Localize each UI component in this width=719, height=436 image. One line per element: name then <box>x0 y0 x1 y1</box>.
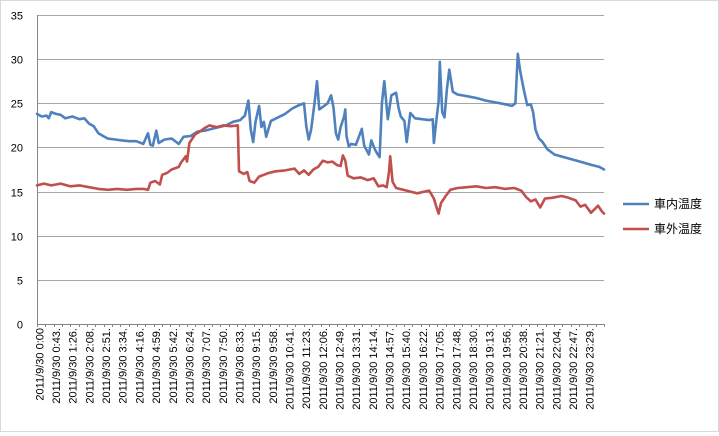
x-tick-label: 2011/9/30 3:34. <box>118 328 130 404</box>
x-tick-label: 2011/9/30 22:04. <box>551 328 563 410</box>
y-tick-label: 30 <box>11 55 23 67</box>
x-tick-label: 2011/9/30 6:24. <box>184 328 196 404</box>
x-tick-label: 2011/9/30 16:22. <box>418 328 430 410</box>
series-lines <box>35 52 606 215</box>
series-line-outside-temp <box>35 124 606 215</box>
x-tick-label: 2011/9/30 12:49. <box>335 328 347 410</box>
x-tick-label: 2011/9/30 0:43. <box>51 328 63 404</box>
y-tick-label: 15 <box>11 188 23 200</box>
x-tick-label: 2011/9/30 13:31. <box>351 328 363 410</box>
x-tick-label: 2011/9/30 0:00 <box>34 328 46 401</box>
x-tick-label: 2011/9/30 17:48. <box>451 328 463 410</box>
x-tick-label: 2011/9/30 5:42. <box>168 328 180 404</box>
x-tick-label: 2011/9/30 14:14. <box>368 328 380 410</box>
x-tick-label: 2011/9/30 9:58. <box>268 328 280 404</box>
x-tick-label: 2011/9/30 10:41. <box>284 328 296 410</box>
x-tick-label: 2011/9/30 4:59. <box>151 328 163 404</box>
x-tick-label: 2011/9/30 22:47. <box>568 328 580 410</box>
x-tick-label: 2011/9/30 20:38. <box>518 328 530 410</box>
x-tick-label: 2011/9/30 7:07. <box>201 328 213 404</box>
x-tick-label: 2011/9/30 8:33. <box>234 328 246 404</box>
x-tick-label: 2011/9/30 14:57. <box>385 328 397 410</box>
x-tick-label: 2011/9/30 1:26. <box>68 328 80 404</box>
x-tick-label: 2011/9/30 18:30. <box>468 328 480 410</box>
y-tick-label: 0 <box>17 320 23 332</box>
x-tick-label: 2011/9/30 23:29. <box>585 328 597 410</box>
x-tick-label: 2011/9/30 19:13. <box>485 328 497 410</box>
x-tick-label: 2011/9/30 12:06. <box>318 328 330 410</box>
x-tick-label: 2011/9/30 9:15. <box>251 328 263 404</box>
y-tick-label: 20 <box>11 143 23 155</box>
x-tick-label: 2011/9/30 2:51. <box>101 328 113 404</box>
y-tick-label: 5 <box>17 276 23 288</box>
y-tick-label: 10 <box>11 232 23 244</box>
y-tick-label: 35 <box>11 11 23 23</box>
x-tick-label: 2011/9/30 2:08. <box>84 328 96 404</box>
series-line-inside-temp <box>35 52 606 171</box>
legend-label: 車外温度 <box>654 221 702 236</box>
x-tick-label: 2011/9/30 4:16. <box>134 328 146 404</box>
x-tick-label: 2011/9/30 15:40. <box>401 328 413 410</box>
x-tick-label: 2011/9/30 11:23. <box>301 328 313 409</box>
x-axis: 2011/9/30 0:00 2011/9/30 0:43. 2011/9/30 1… <box>34 324 605 410</box>
y-axis: 0 5 10 15 20 25 30 35 <box>11 11 38 332</box>
y-tick-label: 25 <box>11 99 23 111</box>
x-tick-label: 2011/9/30 17:05. <box>435 328 447 410</box>
legend-label: 車内温度 <box>654 196 702 211</box>
x-tick-label: 2011/9/30 7:50. <box>218 328 230 404</box>
x-tick-label: 2011/9/30 21:21. <box>535 328 547 410</box>
x-tick-label: 2011/9/30 19:56. <box>501 328 513 410</box>
gridlines <box>37 15 604 325</box>
